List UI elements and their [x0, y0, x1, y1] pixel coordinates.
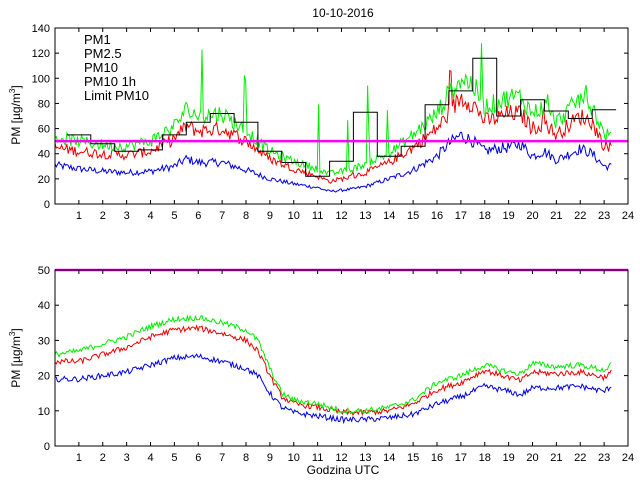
- series-pm10-1h: [66, 57, 617, 177]
- y-tick-label: 30: [38, 335, 50, 347]
- x-tick-label: 9: [267, 452, 273, 464]
- top-legend: PM1 PM2.5 PM10 PM10 1h Limit PM10: [84, 32, 149, 103]
- x-tick-label: 5: [171, 452, 177, 464]
- x-tick-label: 15: [407, 210, 419, 222]
- legend-pm25: PM2.5: [84, 46, 122, 61]
- x-tick-label: 6: [195, 452, 201, 464]
- x-tick-label: 16: [431, 210, 443, 222]
- x-tick-label: 14: [383, 452, 395, 464]
- x-tick-label: 3: [124, 452, 130, 464]
- x-tick-label: 22: [574, 452, 586, 464]
- y-tick-label: 10: [38, 406, 50, 418]
- x-tick-label: 13: [359, 210, 371, 222]
- top-y-axis-label: PM [µg/m3]: [8, 85, 23, 144]
- y-tick-label: 20: [38, 371, 50, 383]
- y-tick-label: 80: [38, 98, 50, 110]
- x-tick-label: 17: [455, 452, 467, 464]
- x-tick-label: 6: [195, 210, 201, 222]
- y-tick-label: 0: [44, 441, 50, 453]
- x-tick-label: 3: [124, 210, 130, 222]
- x-tick-label: 15: [407, 452, 419, 464]
- x-tick-label: 18: [479, 210, 491, 222]
- x-tick-label: 16: [431, 452, 443, 464]
- x-tick-label: 24: [622, 210, 634, 222]
- x-tick-label: 7: [219, 452, 225, 464]
- x-tick-label: 19: [503, 452, 515, 464]
- y-tick-label: 40: [38, 149, 50, 161]
- y-tick-label: 20: [38, 174, 50, 186]
- legend-pm10: PM10: [84, 60, 118, 75]
- x-tick-label: 10: [288, 452, 300, 464]
- x-tick-label: 5: [171, 210, 177, 222]
- x-tick-label: 21: [550, 210, 562, 222]
- chart-title: 10-10-2016: [312, 6, 374, 20]
- y-tick-label: 140: [32, 23, 50, 35]
- x-tick-label: 8: [243, 452, 249, 464]
- series-pm2-5: [55, 69, 612, 184]
- y-tick-label: 40: [38, 300, 50, 312]
- x-tick-label: 4: [147, 452, 153, 464]
- x-tick-label: 9: [267, 210, 273, 222]
- x-tick-label: 20: [526, 452, 538, 464]
- legend-limit-pm10: Limit PM10: [84, 88, 149, 103]
- x-tick-label: 2: [100, 210, 106, 222]
- x-tick-label: 24: [622, 452, 634, 464]
- bottom-y-axis-label: PM [µg/m3]: [8, 328, 23, 387]
- y-tick-label: 50: [38, 265, 50, 277]
- y-tick-label: 120: [32, 48, 50, 60]
- series-pm1: [55, 353, 612, 425]
- series-pm10: [55, 314, 612, 415]
- y-tick-label: 0: [44, 199, 50, 211]
- x-tick-label: 8: [243, 210, 249, 222]
- x-tick-label: 4: [147, 210, 153, 222]
- y-tick-label: 100: [32, 73, 50, 85]
- x-tick-label: 13: [359, 452, 371, 464]
- y-tick-label: 60: [38, 124, 50, 136]
- x-tick-label: 23: [598, 210, 610, 222]
- x-tick-label: 14: [383, 210, 395, 222]
- x-axis-label: Godzina UTC: [307, 463, 380, 477]
- x-tick-label: 11: [312, 452, 323, 464]
- x-tick-label: 11: [312, 210, 323, 222]
- x-tick-label: 1: [76, 210, 82, 222]
- x-tick-label: 21: [550, 452, 562, 464]
- legend-pm1: PM1: [84, 32, 111, 47]
- x-tick-label: 20: [526, 210, 538, 222]
- x-tick-label: 17: [455, 210, 467, 222]
- x-tick-label: 7: [219, 210, 225, 222]
- x-tick-label: 10: [288, 210, 300, 222]
- x-tick-label: 23: [598, 452, 610, 464]
- legend-pm10-1h: PM10 1h: [84, 74, 136, 89]
- series-pm10: [55, 43, 612, 176]
- x-tick-label: 22: [574, 210, 586, 222]
- x-tick-label: 12: [335, 452, 347, 464]
- x-tick-label: 19: [503, 210, 515, 222]
- x-tick-label: 2: [100, 452, 106, 464]
- x-tick-label: 12: [335, 210, 347, 222]
- x-tick-label: 1: [76, 452, 82, 464]
- x-tick-label: 18: [479, 452, 491, 464]
